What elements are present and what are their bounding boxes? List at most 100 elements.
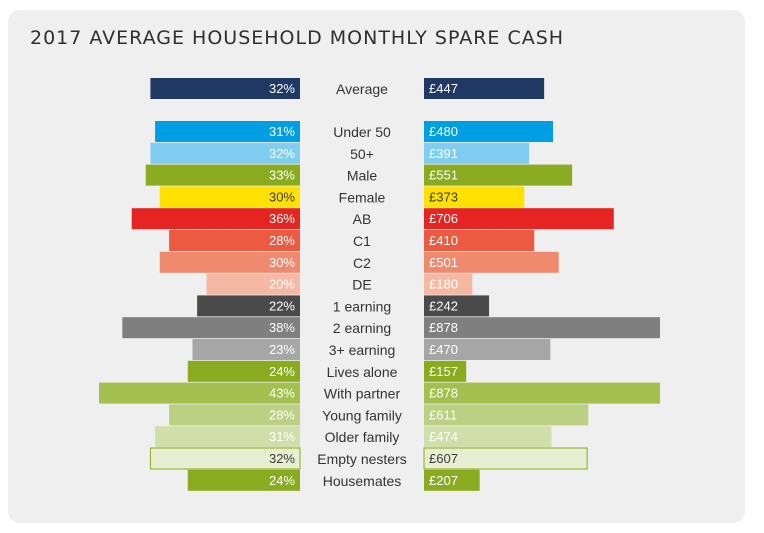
cash-bar-empty-nesters [423, 447, 588, 470]
row-under-50: 31% Under 50 £480 [155, 121, 554, 142]
cash-label-2-earning: £878 [429, 320, 458, 335]
row-average: 32% Average £447 [150, 78, 545, 99]
pct-label-3-earning: 23% [269, 342, 295, 357]
cash-bar-3-earning [424, 339, 551, 360]
pct-label-male: 33% [269, 168, 295, 183]
pct-bar-empty-nesters [149, 447, 301, 470]
pct-bar-with-partner [99, 382, 300, 404]
cash-label-with-partner: £878 [429, 386, 458, 401]
cash-label-housemates: £207 [429, 473, 458, 488]
category-label-under-50: Under 50 [333, 124, 391, 140]
pct-label-older-family: 31% [269, 429, 295, 444]
cash-bar-older-family [424, 426, 552, 448]
pct-bar-male [145, 164, 300, 186]
cash-label-older-family: £474 [429, 429, 458, 444]
row-with-partner: 43% With partner £878 [99, 382, 660, 404]
category-label-female: Female [339, 189, 386, 205]
cash-label-lives-alone: £157 [429, 364, 458, 379]
cash-bar-lives-alone [424, 360, 467, 382]
row-lives-alone: 24% Lives alone £157 [187, 360, 467, 382]
cash-label-de: £180 [429, 277, 458, 292]
cash-bar-ab [424, 208, 614, 230]
pct-label-young-family: 28% [269, 407, 295, 422]
category-label-c1: C1 [353, 233, 371, 249]
row-young-family: 28% Young family £611 [169, 404, 589, 426]
pct-label-1-earning: 22% [269, 298, 295, 313]
pct-bar-3-earning [192, 339, 300, 360]
pct-label-average: 32% [269, 81, 295, 96]
category-label-1-earning: 1 earning [333, 298, 391, 314]
category-label-older-family: Older family [325, 429, 400, 445]
row-male: 33% Male £551 [145, 164, 573, 186]
category-label-male: Male [347, 168, 378, 184]
row-1-earning: 22% 1 earning £242 [197, 295, 490, 317]
row-3-earning: 23% 3+ earning £470 [192, 339, 551, 360]
pct-bar-young-family [169, 404, 300, 426]
row-de: 20% DE £180 [206, 273, 473, 295]
cash-label-male: £551 [429, 168, 458, 183]
cash-label-50: £391 [429, 146, 458, 161]
cash-bar-young-family [424, 404, 589, 426]
category-label-de: DE [352, 277, 371, 293]
category-label-lives-alone: Lives alone [327, 364, 398, 380]
cash-label-c1: £410 [429, 233, 458, 248]
cash-label-female: £373 [429, 189, 458, 204]
pct-bar-ab [131, 208, 300, 230]
row-c1: 28% C1 £410 [169, 230, 535, 251]
row-female: 30% Female £373 [159, 186, 525, 208]
pct-bar-2-earning [122, 317, 300, 339]
cash-bar-male [424, 164, 573, 186]
cash-label-1-earning: £242 [429, 298, 458, 313]
chart-title: 2017 AVERAGE HOUSEHOLD MONTHLY SPARE CAS… [30, 27, 565, 49]
cash-label-under-50: £480 [429, 124, 458, 139]
category-label-c2: C2 [353, 255, 371, 271]
category-label-empty-nesters: Empty nesters [317, 451, 406, 467]
cash-bar-female [424, 186, 525, 208]
pct-label-female: 30% [269, 189, 295, 204]
pct-bar-average [150, 78, 300, 99]
pct-bar-de [206, 273, 300, 295]
pct-bar-c2 [159, 251, 300, 273]
cash-bar-under-50 [424, 121, 554, 142]
pct-label-with-partner: 43% [269, 386, 295, 401]
category-label-with-partner: With partner [324, 386, 401, 402]
pct-bar-housemates [187, 469, 300, 491]
pct-bar-c1 [169, 230, 300, 251]
pct-bar-under-50 [155, 121, 300, 142]
cash-bar-1-earning [424, 295, 490, 317]
cash-label-empty-nesters: £607 [429, 451, 458, 466]
cash-bar-housemates [424, 469, 480, 491]
cash-bar-c2 [424, 251, 559, 273]
cash-label-ab: £706 [429, 211, 458, 226]
chart-panel [8, 10, 745, 523]
cash-bar-average [424, 78, 545, 99]
pct-bar-50 [150, 142, 300, 164]
category-label-3-earning: 3+ earning [329, 342, 396, 358]
cash-bar-50 [424, 142, 530, 164]
category-label-average: Average [336, 81, 388, 97]
pct-bar-older-family [155, 426, 300, 448]
pct-label-under-50: 31% [269, 124, 295, 139]
cash-bar-2-earning [424, 317, 660, 339]
pct-bar-1-earning [197, 295, 300, 317]
cash-label-average: £447 [429, 81, 458, 96]
row-c2: 30% C2 £501 [159, 251, 559, 273]
cash-bar-c1 [424, 230, 535, 251]
pct-label-lives-alone: 24% [269, 364, 295, 379]
pct-bar-lives-alone [187, 360, 300, 382]
category-label-2-earning: 2 earning [333, 320, 391, 336]
category-label-young-family: Young family [322, 407, 402, 423]
pct-label-c1: 28% [269, 233, 295, 248]
row-ab: 36% AB £706 [131, 208, 614, 230]
cash-bar-with-partner [424, 382, 660, 404]
pct-label-50: 32% [269, 146, 295, 161]
row-empty-nesters: 32% Empty nesters £607 [149, 447, 588, 470]
category-label-housemates: Housemates [323, 473, 402, 489]
category-label-ab: AB [353, 211, 372, 227]
pct-label-housemates: 24% [269, 473, 295, 488]
cash-label-c2: £501 [429, 255, 458, 270]
pct-bar-female [159, 186, 300, 208]
pct-label-de: 20% [269, 277, 295, 292]
cash-bar-de [424, 273, 473, 295]
